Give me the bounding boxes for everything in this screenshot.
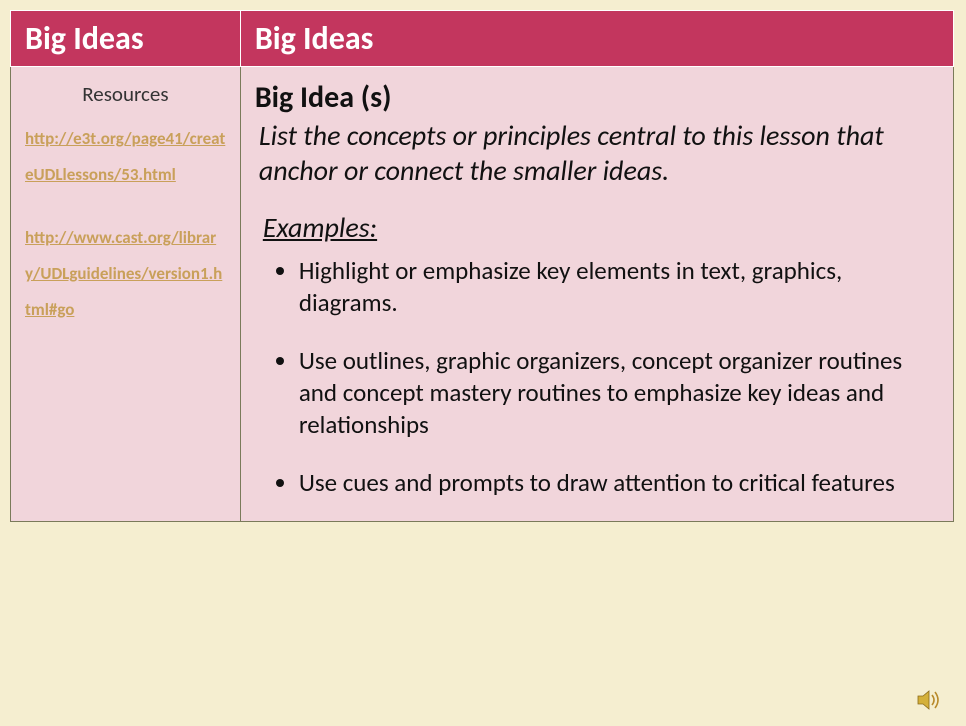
resource-link-1[interactable]: http://e3t.org/page41/createUDLlessons/5…: [25, 121, 226, 192]
examples-label: Examples:: [263, 210, 939, 245]
big-ideas-table: Big Ideas Big Ideas Resources http://e3t…: [10, 10, 954, 522]
list-item: Use cues and prompts to draw attention t…: [299, 467, 939, 499]
table-body-row: Resources http://e3t.org/page41/createUD…: [11, 67, 954, 522]
list-item: Use outlines, graphic organizers, concep…: [299, 345, 939, 441]
examples-list: Highlight or emphasize key elements in t…: [255, 255, 939, 499]
resources-cell: Resources http://e3t.org/page41/createUD…: [11, 67, 241, 522]
header-cell-right: Big Ideas: [240, 11, 953, 67]
table-header-row: Big Ideas Big Ideas: [11, 11, 954, 67]
header-cell-left: Big Ideas: [11, 11, 241, 67]
resource-link-2[interactable]: http://www.cast.org/library/UDLguideline…: [25, 220, 226, 327]
speaker-icon: [916, 688, 944, 712]
resources-title: Resources: [25, 81, 226, 107]
list-item: Highlight or emphasize key elements in t…: [299, 255, 939, 319]
content-cell: Big Idea (s) List the concepts or princi…: [240, 67, 953, 522]
big-idea-title: Big Idea (s): [255, 79, 939, 116]
intro-text: List the concepts or principles central …: [255, 118, 939, 188]
